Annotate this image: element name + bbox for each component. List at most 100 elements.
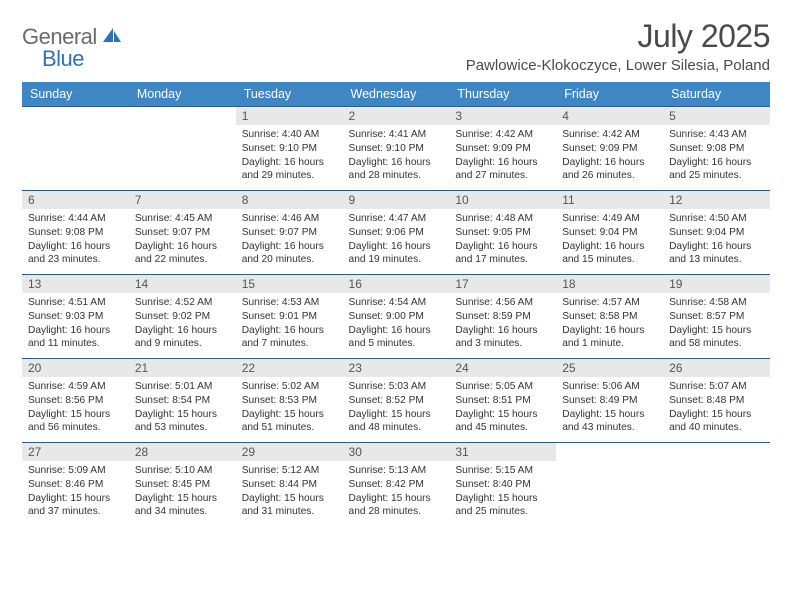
calendar-cell: 2Sunrise: 4:41 AMSunset: 9:10 PMDaylight… [343,107,450,191]
day-data: Sunrise: 4:42 AMSunset: 9:09 PMDaylight:… [449,125,556,187]
day-number: 27 [22,443,129,461]
daylight-text: Daylight: 15 hours and 28 minutes. [349,492,444,520]
calendar-cell: 6Sunrise: 4:44 AMSunset: 9:08 PMDaylight… [22,191,129,275]
day-number: 8 [236,191,343,209]
calendar-cell: 25Sunrise: 5:06 AMSunset: 8:49 PMDayligh… [556,359,663,443]
sunset-text: Sunset: 8:56 PM [28,394,123,408]
sunrise-text: Sunrise: 5:10 AM [135,464,230,478]
daylight-text: Daylight: 16 hours and 28 minutes. [349,156,444,184]
daylight-text: Daylight: 15 hours and 34 minutes. [135,492,230,520]
calendar-row: 20 Sunrise: 4:59 AMSunset: 8:56 PM Dayligh… [22,359,770,443]
sunset-text: Sunset: 8:49 PM [562,394,657,408]
sunset-text: Sunset: 9:07 PM [242,226,337,240]
sunset-text: Sunset: 9:09 PM [455,142,550,156]
sunset-text: Sunset: 8:54 PM [135,394,230,408]
day-header: Monday [129,82,236,107]
sunrise-text: Sunrise: 4:48 AM [455,212,550,226]
day-data: Sunrise: 4:40 AMSunset: 9:10 PMDaylight:… [236,125,343,187]
day-data: Sunrise: 5:06 AMSunset: 8:49 PMDaylight:… [556,377,663,439]
calendar-cell: 15Sunrise: 4:53 AMSunset: 9:01 PMDayligh… [236,275,343,359]
calendar-cell: 8Sunrise: 4:46 AMSunset: 9:07 PMDaylight… [236,191,343,275]
calendar-cell: 3Sunrise: 4:42 AMSunset: 9:09 PMDaylight… [449,107,556,191]
day-number: 2 [343,107,450,125]
daylight-text: Daylight: 15 hours and 51 minutes. [242,408,337,436]
sunrise-text: Sunrise: 4:54 AM [349,296,444,310]
calendar-row: 13Sunrise: 4:51 AMSunset: 9:03 PMDayligh… [22,275,770,359]
day-data: Sunrise: 4:54 AMSunset: 9:00 PMDaylight:… [343,293,450,355]
day-data: Sunrise: 4:51 AMSunset: 9:03 PMDaylight:… [22,293,129,355]
day-number: 21 [129,359,236,377]
sunset-text: Sunset: 9:02 PM [135,310,230,324]
sunset-text: Sunset: 9:03 PM [28,310,123,324]
day-number: 5 [663,107,770,125]
sunrise-text: Sunrise: 4:52 AM [135,296,230,310]
day-number: 30 [343,443,450,461]
sunset-text: Sunset: 8:46 PM [28,478,123,492]
day-header: Saturday [663,82,770,107]
sunrise-text: Sunrise: 4:40 AM [242,128,337,142]
day-number: 20 [22,359,129,377]
calendar-body: 1Sunrise: 4:40 AMSunset: 9:10 PMDaylight… [22,107,770,527]
calendar-cell: 28Sunrise: 5:10 AMSunset: 8:45 PMDayligh… [129,443,236,527]
sunset-text: Sunset: 9:08 PM [669,142,764,156]
sunset-text: Sunset: 8:51 PM [455,394,550,408]
daylight-text: Daylight: 16 hours and 19 minutes. [349,240,444,268]
day-number [663,443,770,447]
page-root: General Blue July 2025 Pawlowice-Klokocz… [0,0,792,545]
calendar-cell: 16Sunrise: 4:54 AMSunset: 9:00 PMDayligh… [343,275,450,359]
sunset-text: Sunset: 8:52 PM [349,394,444,408]
calendar-table: SundayMondayTuesdayWednesdayThursdayFrid… [22,82,770,527]
daylight-text: Daylight: 16 hours and 15 minutes. [562,240,657,268]
daylight-text: Daylight: 16 hours and 11 minutes. [28,324,123,352]
day-header: Wednesday [343,82,450,107]
month-title: July 2025 [466,18,770,55]
daylight-text: Daylight: 16 hours and 20 minutes. [242,240,337,268]
day-data: Sunrise: 5:01 AMSunset: 8:54 PMDaylight:… [129,377,236,439]
sunrise-text: Sunrise: 4:59 AM [28,380,123,394]
calendar-row: 27Sunrise: 5:09 AMSunset: 8:46 PMDayligh… [22,443,770,527]
day-data: Sunrise: 5:12 AMSunset: 8:44 PMDaylight:… [236,461,343,523]
calendar-cell: 27Sunrise: 5:09 AMSunset: 8:46 PMDayligh… [22,443,129,527]
day-header: Friday [556,82,663,107]
day-data: Sunrise: 4:45 AMSunset: 9:07 PMDaylight:… [129,209,236,271]
daylight-text: Daylight: 15 hours and 25 minutes. [455,492,550,520]
day-data: Sunrise: 5:02 AMSunset: 8:53 PMDaylight:… [236,377,343,439]
calendar-cell: 4Sunrise: 4:42 AMSunset: 9:09 PMDaylight… [556,107,663,191]
calendar-cell [556,443,663,527]
calendar-cell: 9Sunrise: 4:47 AMSunset: 9:06 PMDaylight… [343,191,450,275]
day-number [22,107,129,111]
day-number: 18 [556,275,663,293]
sunrise-text: Sunrise: 5:07 AM [669,380,764,394]
sunset-text: Sunset: 9:06 PM [349,226,444,240]
sunset-text: Sunset: 8:42 PM [349,478,444,492]
day-number: 1 [236,107,343,125]
daylight-text: Daylight: 16 hours and 25 minutes. [669,156,764,184]
calendar-cell [129,107,236,191]
calendar-cell: 5 Sunrise: 4:43 AMSunset: 9:08 PMDaylight… [663,107,770,191]
daylight-text: Daylight: 16 hours and 9 minutes. [135,324,230,352]
daylight-text: Daylight: 15 hours and 43 minutes. [562,408,657,436]
calendar-row: 1Sunrise: 4:40 AMSunset: 9:10 PMDaylight… [22,107,770,191]
sunrise-text: Sunrise: 4:43 AM [669,128,764,142]
day-number: 23 [343,359,450,377]
calendar-cell: 12Sunrise: 4:50 AMSunset: 9:04 PMDayligh… [663,191,770,275]
daylight-text: Daylight: 16 hours and 26 minutes. [562,156,657,184]
day-data: Sunrise: 5:13 AMSunset: 8:42 PMDaylight:… [343,461,450,523]
day-number: 26 [663,359,770,377]
sunrise-text: Sunrise: 5:12 AM [242,464,337,478]
sunset-text: Sunset: 9:04 PM [669,226,764,240]
sunset-text: Sunset: 9:08 PM [28,226,123,240]
calendar-cell: 22Sunrise: 5:02 AMSunset: 8:53 PMDayligh… [236,359,343,443]
day-data: Sunrise: 4:46 AMSunset: 9:07 PMDaylight:… [236,209,343,271]
sunrise-text: Sunrise: 4:46 AM [242,212,337,226]
daylight-text: Daylight: 15 hours and 53 minutes. [135,408,230,436]
logo: General Blue [22,24,123,50]
daylight-text: Daylight: 15 hours and 31 minutes. [242,492,337,520]
calendar-cell: 11Sunrise: 4:49 AMSunset: 9:04 PMDayligh… [556,191,663,275]
day-number: 31 [449,443,556,461]
daylight-text: Daylight: 16 hours and 1 minute. [562,324,657,352]
day-number: 11 [556,191,663,209]
calendar-head: SundayMondayTuesdayWednesdayThursdayFrid… [22,82,770,107]
day-number: 9 [343,191,450,209]
sunrise-text: Sunrise: 5:15 AM [455,464,550,478]
